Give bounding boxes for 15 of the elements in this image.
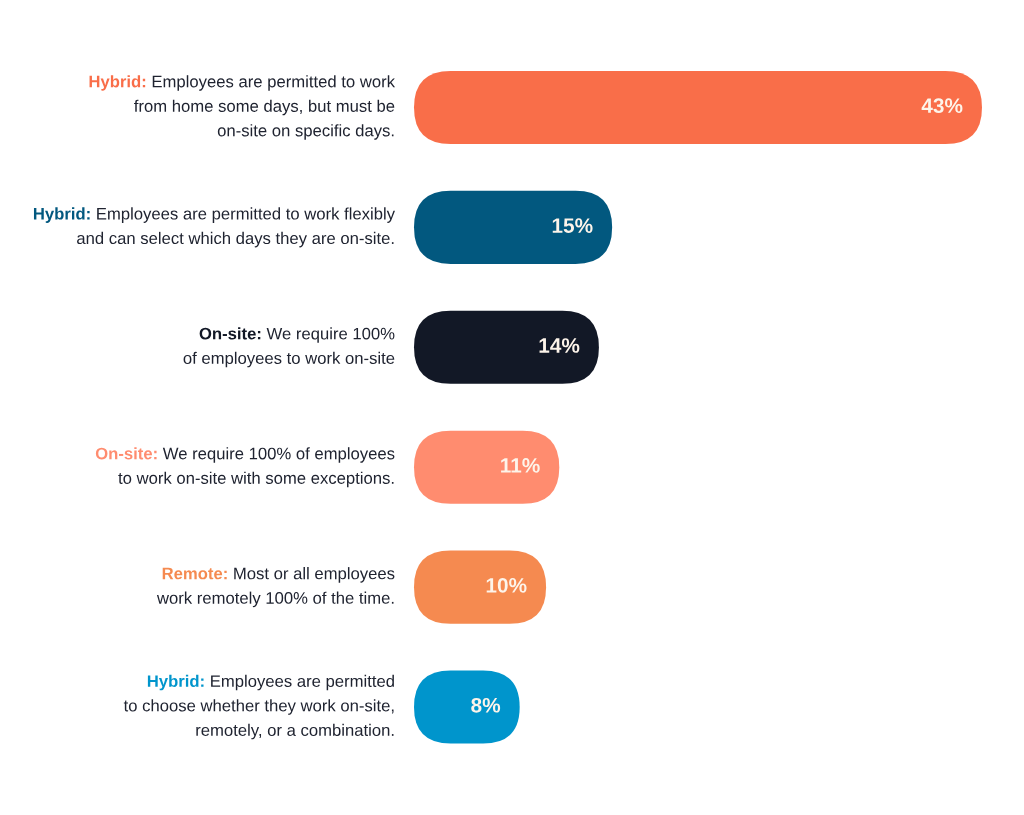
data-label: 14%: [539, 338, 580, 353]
y-tick-label: Hybrid: Employees are permitted to work from home some days, but must be on-site on specific days.: [89, 75, 396, 140]
y-tick-label: Remote: Most or all employees work remotely 100% of the time.: [156, 567, 395, 608]
y-tick-label: On-site: We require 100% of employees to work on-site: [183, 327, 395, 368]
bar: [414, 310, 599, 384]
data-label: 10%: [486, 577, 527, 593]
data-label: 11%: [501, 458, 540, 473]
y-tick-label: Hybrid: Employees are permitted to work flexibly and can select which days they are on-site.: [33, 207, 395, 248]
data-label: 8%: [471, 697, 501, 713]
data-label: 15%: [552, 218, 593, 233]
y-tick-label: On-site: We require 100% of employees to work on-site with some exceptions.: [95, 447, 395, 488]
data-label: 43%: [921, 98, 963, 114]
y-tick-label: Hybrid: Employees are permitted to choose whether they work on-site, remotely, or a combination.: [123, 674, 394, 740]
bar: [414, 70, 982, 145]
bar: [414, 190, 613, 264]
